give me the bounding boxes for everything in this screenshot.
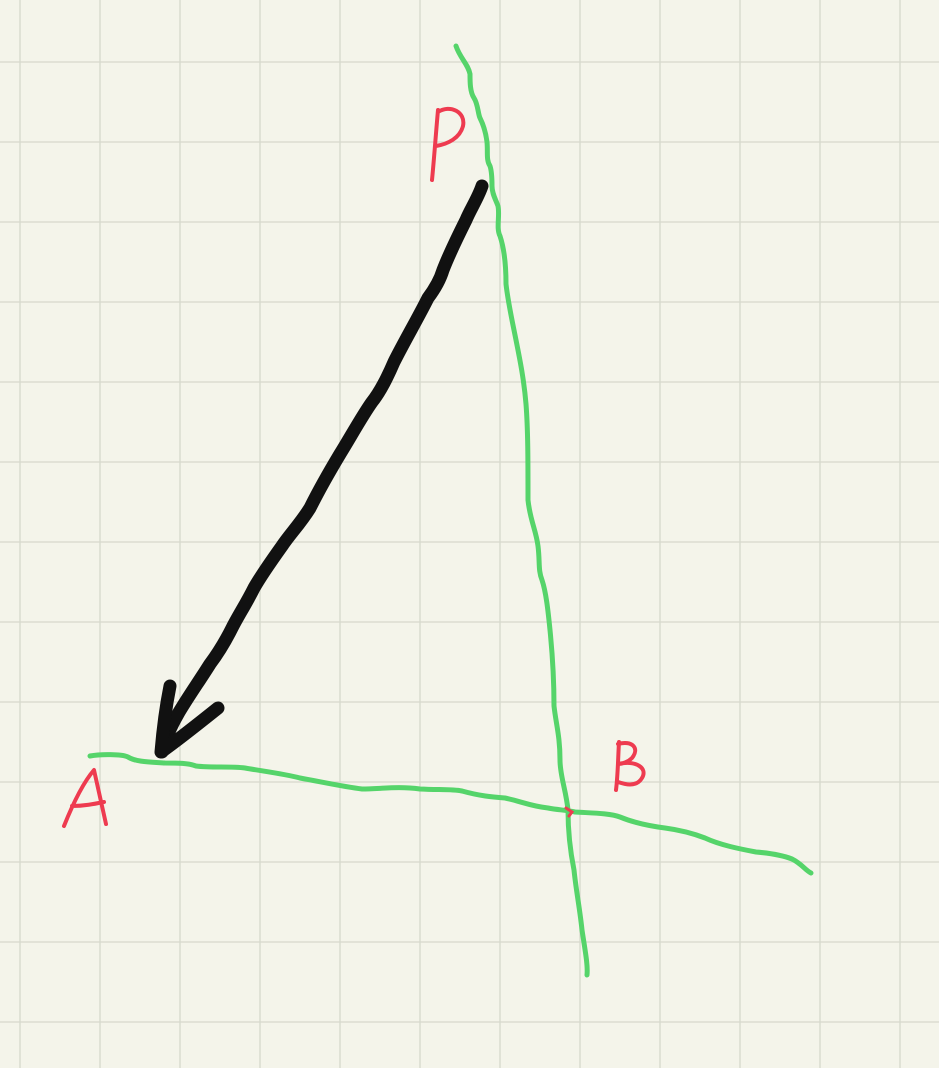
label-b: B bbox=[608, 734, 649, 794]
horizontal-line bbox=[87, 752, 814, 876]
label-p-glyph bbox=[430, 106, 466, 182]
label-a: A bbox=[58, 764, 99, 824]
vector-arrow-shaft bbox=[155, 179, 489, 759]
label-b-glyph bbox=[614, 740, 646, 792]
label-p: P bbox=[422, 100, 458, 160]
vector-arrowhead bbox=[154, 679, 225, 759]
label-a-glyph bbox=[62, 768, 108, 828]
vertical-line bbox=[453, 43, 590, 978]
intersection-tick bbox=[564, 806, 575, 818]
